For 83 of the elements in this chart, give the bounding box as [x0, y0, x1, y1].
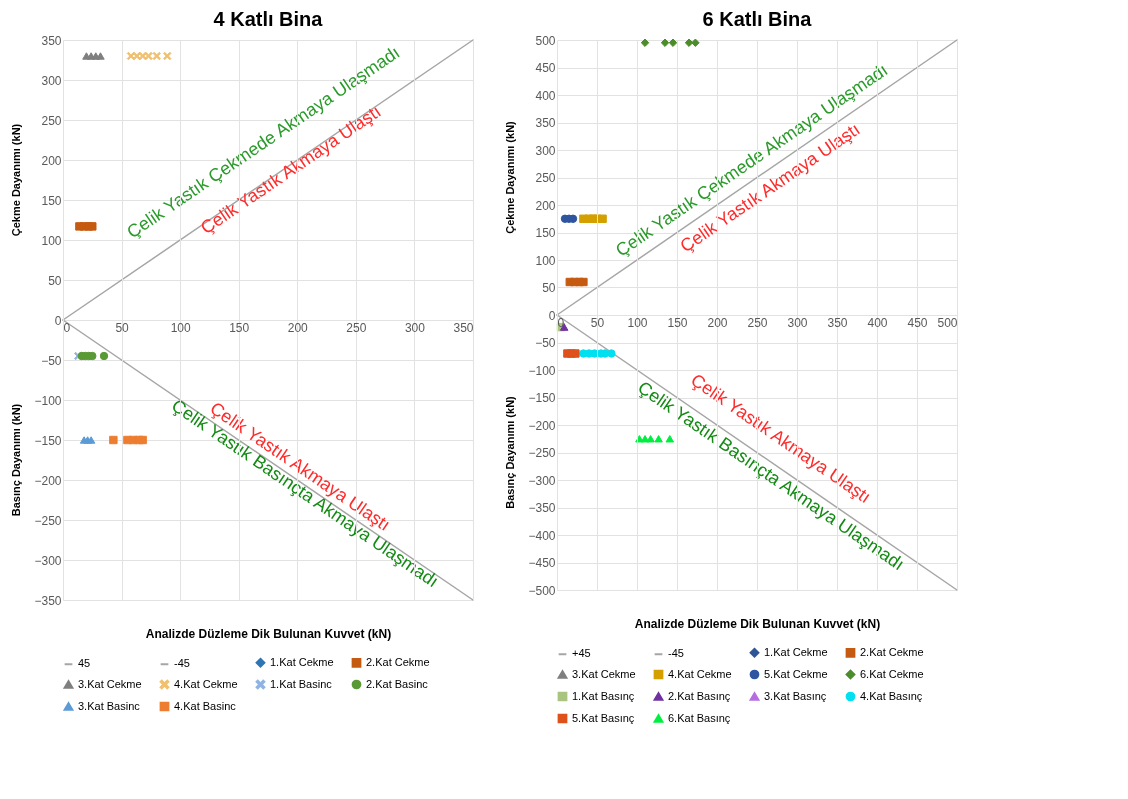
y-tick-label: 50	[542, 281, 556, 295]
y-tick-label: 350	[535, 116, 556, 130]
legend-label: 6.Kat Basınç	[668, 711, 731, 724]
x-tick-label: 150	[667, 315, 688, 330]
y-tick-label: −100	[34, 393, 62, 408]
y-tick-label: −200	[34, 473, 62, 488]
y-tick-label: −300	[528, 473, 556, 488]
y-tick-label: −250	[34, 513, 62, 528]
y-axis-title: Çekme Dayanımı (kN)	[10, 123, 22, 237]
x-axis-title: Analizde Düzleme Dik Bulunan Kuvvet (kN)	[145, 626, 392, 641]
y-tick-label: 400	[535, 88, 556, 103]
legend-label: 6.Kat Cekme	[860, 667, 924, 680]
legend-label: 1.Kat Basinc	[270, 677, 333, 690]
legend-label: 5.Kat Cekme	[764, 667, 828, 680]
y-tick-label: −250	[528, 446, 556, 460]
y-tick-label: −200	[528, 418, 556, 433]
legend-label: 45	[78, 657, 91, 670]
x-axis-title: Analizde Düzleme Dik Bulunan Kuvvet (kN)	[634, 616, 881, 631]
y-tick-label: −350	[34, 593, 62, 608]
y-tick-label: 500	[535, 33, 556, 48]
x-tick-label: 200	[707, 315, 728, 330]
y-tick-label: −350	[528, 501, 556, 515]
y-tick-label: 150	[41, 193, 62, 208]
y-tick-label: 200	[41, 153, 62, 168]
x-tick-label: 200	[287, 320, 309, 335]
x-tick-label: 450	[907, 315, 928, 330]
y-tick-label: 350	[41, 33, 62, 48]
y-tick-label: −500	[528, 583, 556, 598]
x-tick-label: 300	[787, 315, 808, 330]
legend-label: 4.Kat Basınç	[860, 689, 923, 702]
legend-label: 5.Kat Basınç	[572, 711, 635, 724]
y-tick-label: −150	[34, 433, 62, 448]
x-tick-label: 400	[867, 315, 888, 330]
y-tick-label: 100	[535, 253, 556, 268]
y-tick-label: −400	[528, 528, 556, 543]
x-tick-label: 500	[937, 315, 958, 330]
legend-label: +45	[572, 647, 591, 660]
legend-label: 1.Kat Basınç	[572, 689, 635, 702]
y-axis-title: Çekme Dayanımı (kN)	[504, 120, 516, 234]
x-tick-label: 50	[590, 315, 605, 330]
y-tick-label: −100	[528, 363, 556, 378]
y-tick-label: 300	[41, 73, 62, 88]
legend-label: 4.Kat Cekme	[174, 677, 238, 690]
legend-label: 2.Kat Cekme	[860, 645, 924, 658]
legend-label: 2.Kat Cekme	[366, 655, 430, 668]
legend-label: 3.Kat Cekme	[572, 667, 636, 680]
x-tick-label: 300	[404, 320, 426, 335]
y-tick-label: −50	[535, 336, 556, 350]
legend-label: 2.Kat Basınç	[668, 689, 731, 702]
legend-label: 2.Kat Basinc	[366, 677, 429, 690]
x-tick-label: 350	[827, 315, 848, 330]
x-tick-label: 150	[229, 320, 250, 335]
x-tick-label: 100	[170, 320, 191, 335]
legend-label: -45	[174, 657, 190, 670]
y-tick-label: 50	[48, 273, 62, 288]
y-tick-label: −50	[41, 353, 62, 368]
y-tick-label: 250	[535, 171, 556, 185]
legend-label: 1.Kat Cekme	[764, 645, 828, 658]
legend-label: 1.Kat Cekme	[270, 655, 334, 668]
y-tick-label: 300	[535, 143, 556, 158]
y-tick-label: 200	[535, 198, 556, 213]
chart-title: 4 Katlı Bina	[213, 8, 324, 30]
x-tick-label: 250	[747, 315, 768, 330]
text: Basınç Dayanımı (kN)	[10, 403, 22, 517]
y-tick-label: 100	[41, 233, 62, 248]
y-tick-label: −300	[34, 553, 62, 568]
legend-label: 4.Kat Basinc	[174, 699, 237, 712]
legend-label: 4.Kat Cekme	[668, 667, 732, 680]
legend-label: 3.Kat Basinc	[78, 699, 141, 712]
y-tick-label: −150	[528, 391, 556, 405]
legend-label: 3.Kat Cekme	[78, 677, 142, 690]
y-tick-label: −450	[528, 556, 556, 570]
y-tick-label: 250	[41, 113, 62, 128]
text: Basınç Dayanımı (kN)	[504, 395, 516, 509]
legend-label: -45	[668, 647, 684, 660]
x-tick-label: 350	[453, 320, 474, 335]
x-tick-label: 50	[115, 320, 130, 335]
legend-label: 3.Kat Basınç	[764, 689, 827, 702]
y-tick-label: 450	[535, 61, 556, 75]
x-tick-label: 250	[346, 320, 367, 335]
y-tick-label: 150	[535, 226, 556, 240]
x-tick-label: 100	[627, 315, 648, 330]
chart-title: 6 Katlı Bina	[702, 8, 813, 30]
